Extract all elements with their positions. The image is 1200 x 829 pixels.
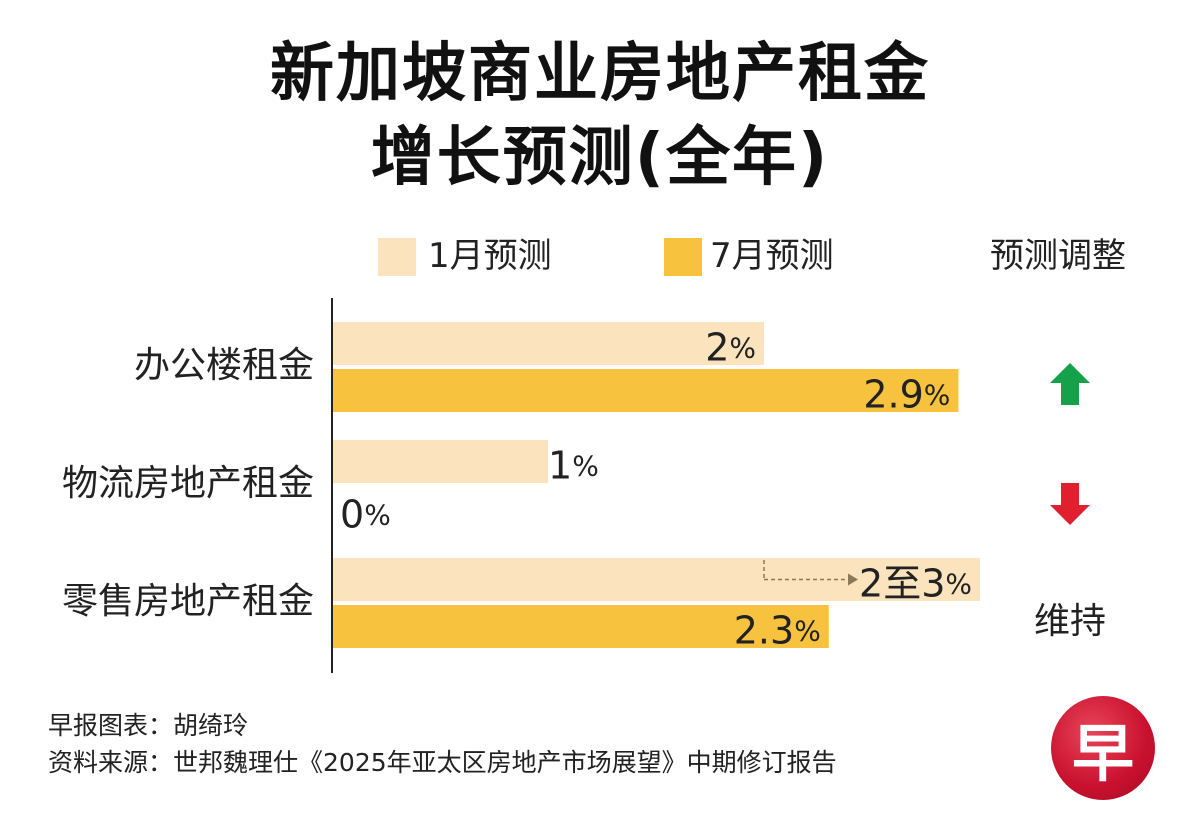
zaobao-logo: 早 xyxy=(1051,696,1155,800)
adjustment-header: 预测调整 xyxy=(990,236,1126,276)
arrow-down-icon xyxy=(1050,483,1090,525)
data-label: 2.9% xyxy=(863,372,950,416)
legend-label-jul: 7月预测 xyxy=(710,236,834,276)
chart-title-line2: 增长预测(全年) xyxy=(370,121,830,195)
bar-jul xyxy=(332,369,959,412)
range-arrowhead xyxy=(848,573,858,586)
legend-swatch-jul xyxy=(664,238,702,276)
logo-glyph: 早 xyxy=(1071,717,1134,790)
data-label: 2.3% xyxy=(734,608,821,652)
bar-jul xyxy=(332,605,829,648)
category-label: 零售房地产租金 xyxy=(62,581,314,622)
legend-swatch-jan xyxy=(378,238,416,276)
data-label: 2% xyxy=(705,325,756,369)
data-label: 1% xyxy=(548,443,599,487)
arrow-up-icon xyxy=(1050,363,1090,405)
adjustment-label: 维持 xyxy=(1034,601,1106,642)
chart-title-line1: 新加坡商业房地产租金 xyxy=(270,37,930,111)
category-label: 物流房地产租金 xyxy=(62,463,314,504)
chart-credit: 早报图表：胡绮玲 xyxy=(48,711,249,740)
bar-jan xyxy=(332,322,764,365)
bar-jan xyxy=(332,558,980,601)
legend-label-jan: 1月预测 xyxy=(428,236,552,276)
data-label: 0% xyxy=(340,492,391,536)
data-source: 资料来源：世邦魏理仕《2025年亚太区房地产市场展望》中期修订报告 xyxy=(48,748,837,777)
bar-jan xyxy=(332,440,548,483)
category-label: 办公楼租金 xyxy=(134,345,314,386)
data-label: 2至3% xyxy=(859,561,972,605)
